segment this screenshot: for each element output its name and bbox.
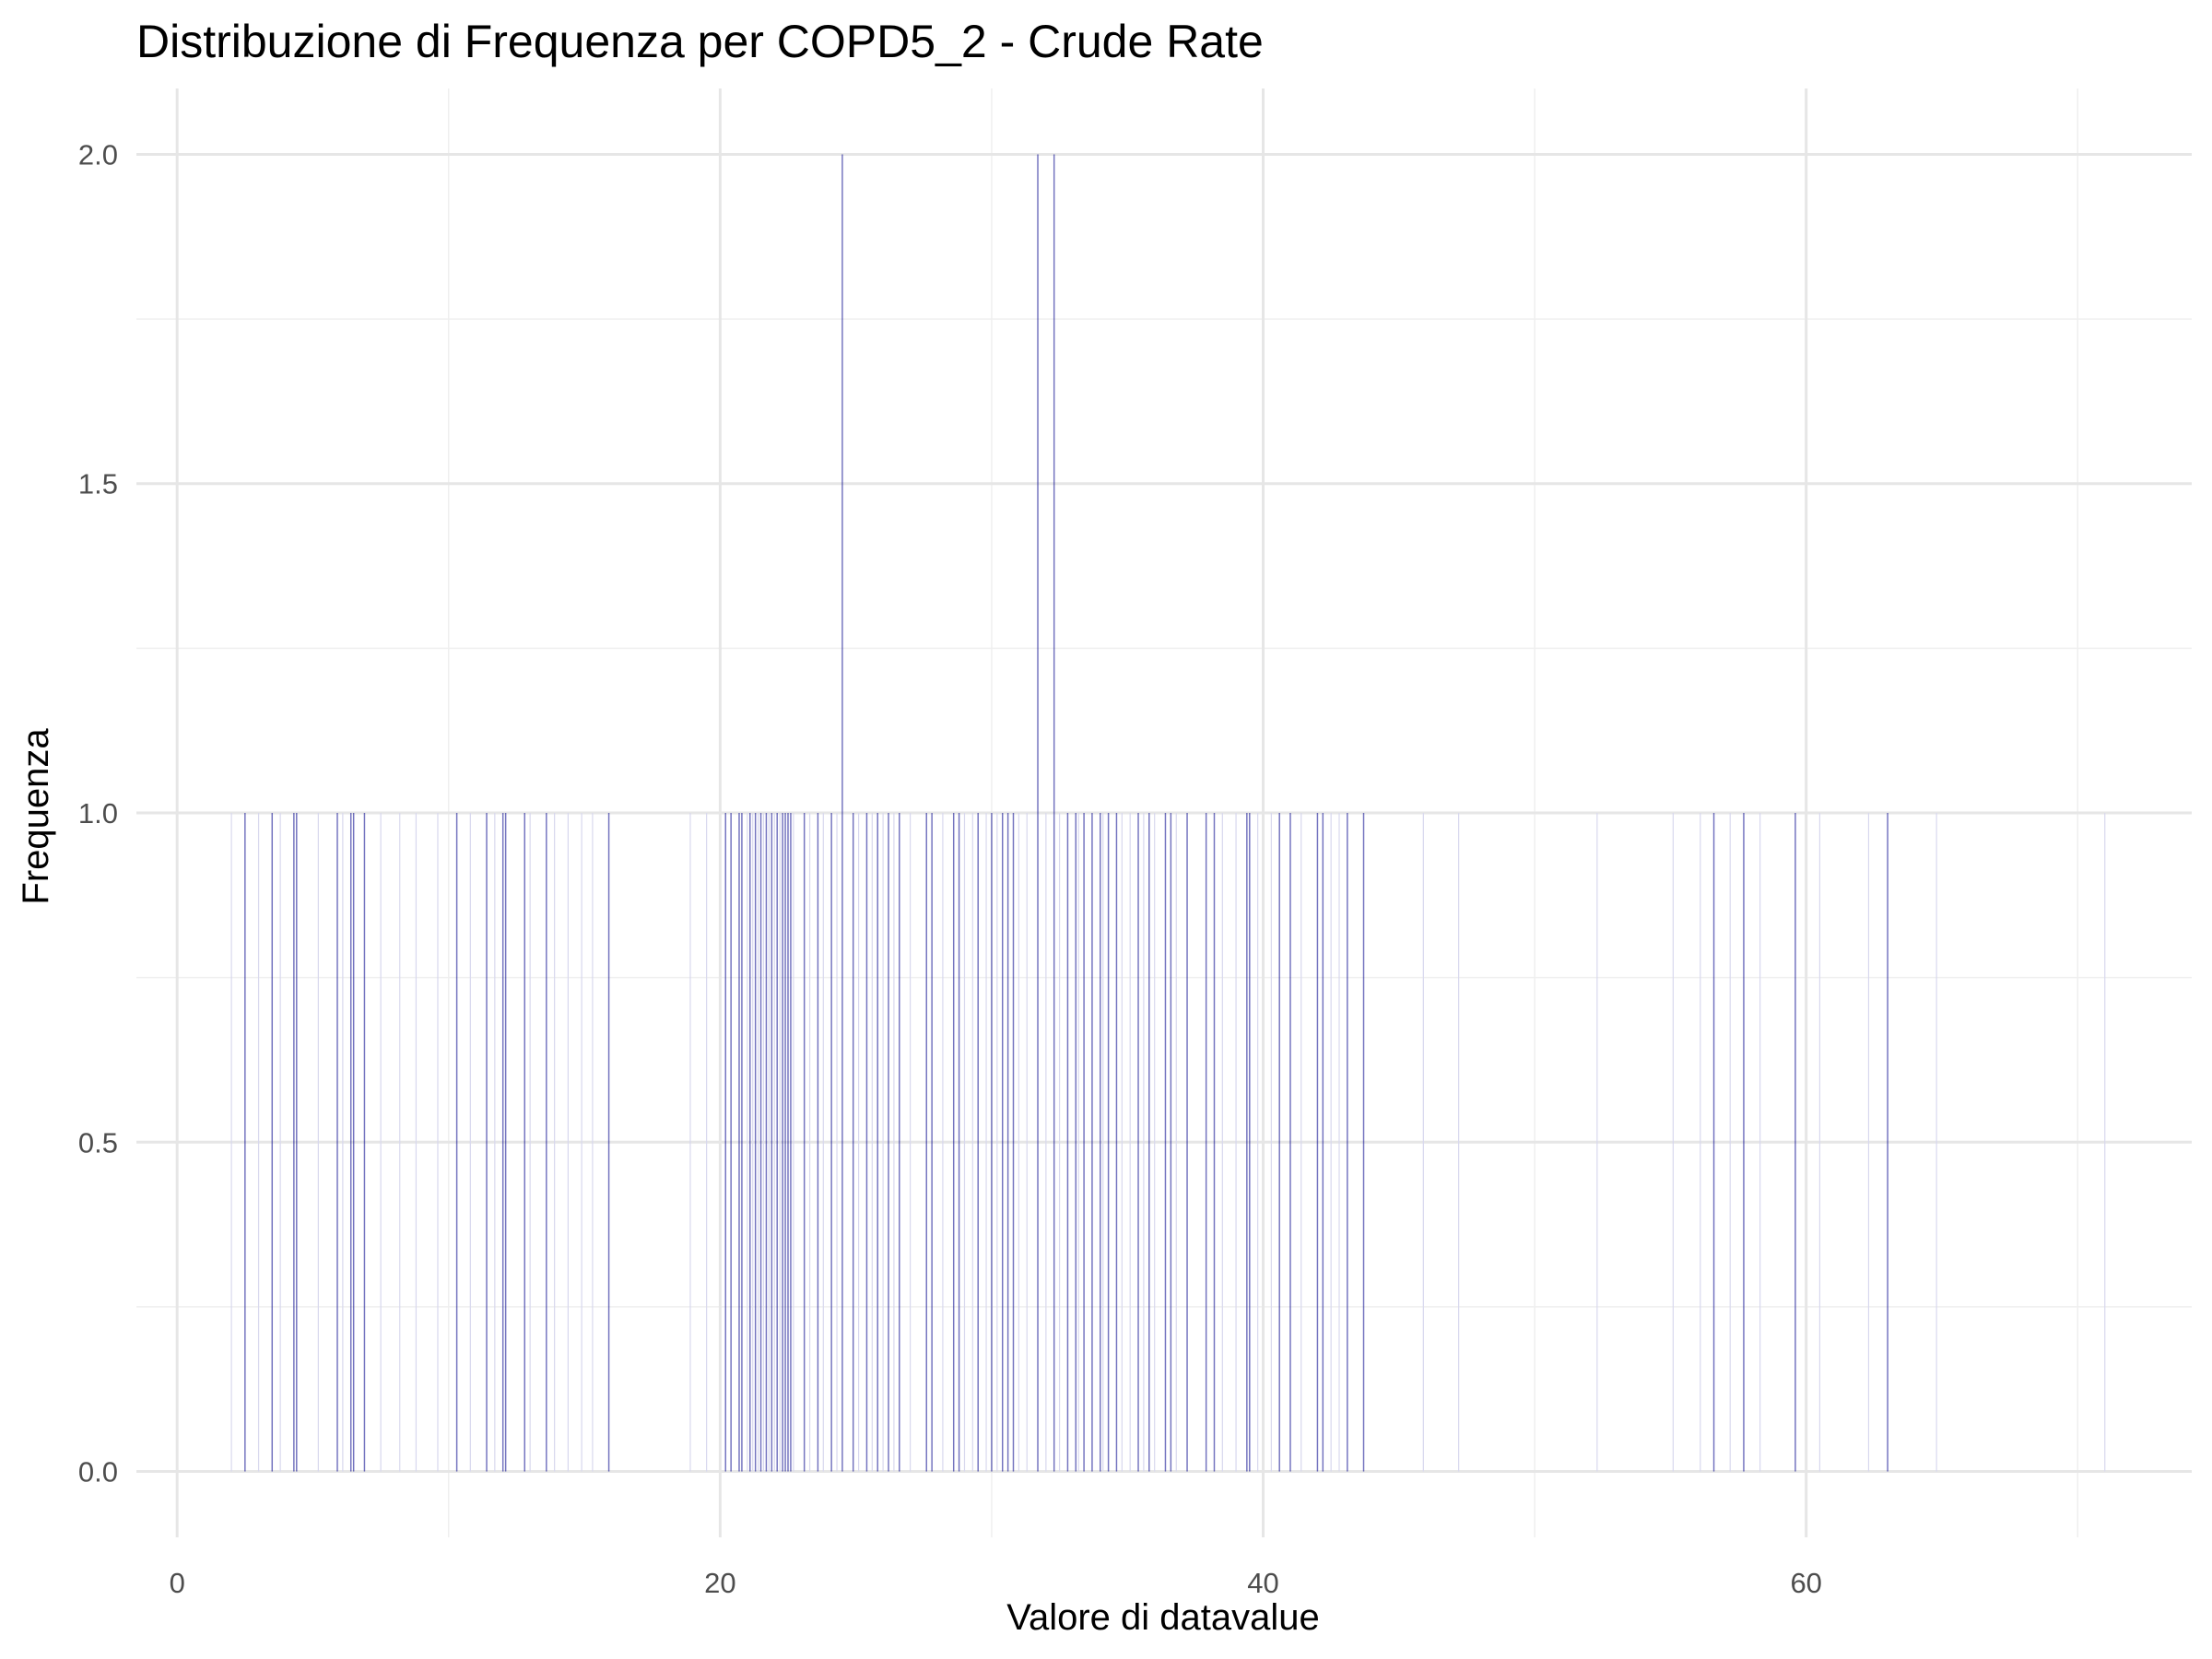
histogram-bar (1164, 813, 1167, 1472)
histogram-bar (1887, 813, 1888, 1472)
histogram-bar (455, 813, 458, 1472)
histogram-bar (1186, 813, 1188, 1472)
histogram-bar (790, 813, 792, 1472)
histogram-bar (749, 813, 751, 1472)
histogram-bar (336, 813, 338, 1472)
histogram-bar (524, 813, 525, 1472)
x-axis-title: Valore di datavalue (1006, 1597, 1320, 1638)
histogram-bar (1743, 813, 1745, 1472)
histogram-bar (271, 813, 274, 1472)
histogram-bar (504, 813, 507, 1472)
histogram-bar (865, 813, 868, 1472)
histogram-bar (765, 813, 768, 1472)
x-tick-label: 0 (170, 1567, 185, 1599)
histogram-bars (230, 154, 2106, 1472)
x-tick-label: 40 (1247, 1567, 1278, 1599)
chart-title: Distribuzione di Frequenza per COPD5_2 -… (136, 16, 1264, 67)
histogram-bar (1249, 813, 1251, 1472)
histogram-bar (1278, 813, 1280, 1472)
histogram-bar (486, 813, 488, 1472)
x-tick-label: 60 (1790, 1567, 1821, 1599)
histogram-bar (803, 813, 806, 1472)
histogram-bar (1246, 813, 1248, 1472)
histogram-bar (771, 813, 773, 1472)
histogram-bar (899, 813, 900, 1472)
histogram-bar (784, 813, 786, 1472)
histogram-bar (925, 813, 927, 1472)
y-tick-label: 0.0 (78, 1456, 118, 1488)
histogram-bar (293, 813, 295, 1472)
histogram-bar (952, 813, 955, 1472)
histogram-bar (776, 813, 778, 1472)
tick-labels: 0 20 40 60 0.0 0.5 1.0 1.5 2.0 (78, 138, 1822, 1599)
grid-lines (136, 88, 2192, 1537)
histogram-bar (1091, 813, 1093, 1472)
histogram-bar (1075, 813, 1077, 1472)
histogram-bar (787, 813, 789, 1472)
histogram-bar (1213, 813, 1216, 1472)
y-tick-label: 2.0 (78, 138, 118, 171)
histogram-bar (546, 813, 547, 1472)
histogram-bar (931, 813, 933, 1472)
histogram-bar (830, 813, 832, 1472)
histogram-bar (1148, 813, 1150, 1472)
histogram-bar (1316, 813, 1319, 1472)
histogram-bar (730, 813, 732, 1472)
histogram-bar (1794, 813, 1796, 1472)
histogram-bar (1107, 813, 1110, 1472)
histogram-bar (1012, 813, 1015, 1472)
histogram-bar (352, 813, 355, 1472)
histogram-bar (724, 813, 726, 1472)
histogram-bar (1362, 813, 1365, 1472)
histogram-bar (1322, 813, 1324, 1472)
histogram-bar (1083, 813, 1085, 1472)
histogram-bar (1289, 813, 1291, 1472)
histogram-bar (1037, 154, 1039, 1472)
histogram-bar (349, 813, 352, 1472)
histogram-bar (607, 813, 610, 1472)
histogram-bar (363, 813, 366, 1472)
histogram-bar (1053, 154, 1055, 1472)
histogram-bar (754, 813, 757, 1472)
histogram-bar (296, 813, 298, 1472)
histogram-bar (1115, 813, 1118, 1472)
histogram-bar (501, 813, 504, 1472)
histogram-bar (1001, 813, 1004, 1472)
histogram-bar (759, 813, 762, 1472)
histogram-bar (738, 813, 740, 1472)
histogram-bar (1006, 813, 1009, 1472)
y-tick-label: 1.0 (78, 797, 118, 830)
histogram-bar (841, 154, 843, 1472)
y-axis-title: Frequenza (16, 728, 56, 905)
histogram-bar (244, 813, 246, 1472)
y-tick-label: 0.5 (78, 1126, 118, 1159)
histogram-bar (977, 813, 979, 1472)
x-tick-label: 20 (704, 1567, 735, 1599)
histogram-bar (991, 813, 993, 1472)
y-tick-label: 1.5 (78, 468, 118, 500)
histogram-bar (1066, 813, 1069, 1472)
histogram-bar (741, 813, 743, 1472)
histogram-bar (1712, 813, 1715, 1472)
histogram-bar (1137, 813, 1139, 1472)
